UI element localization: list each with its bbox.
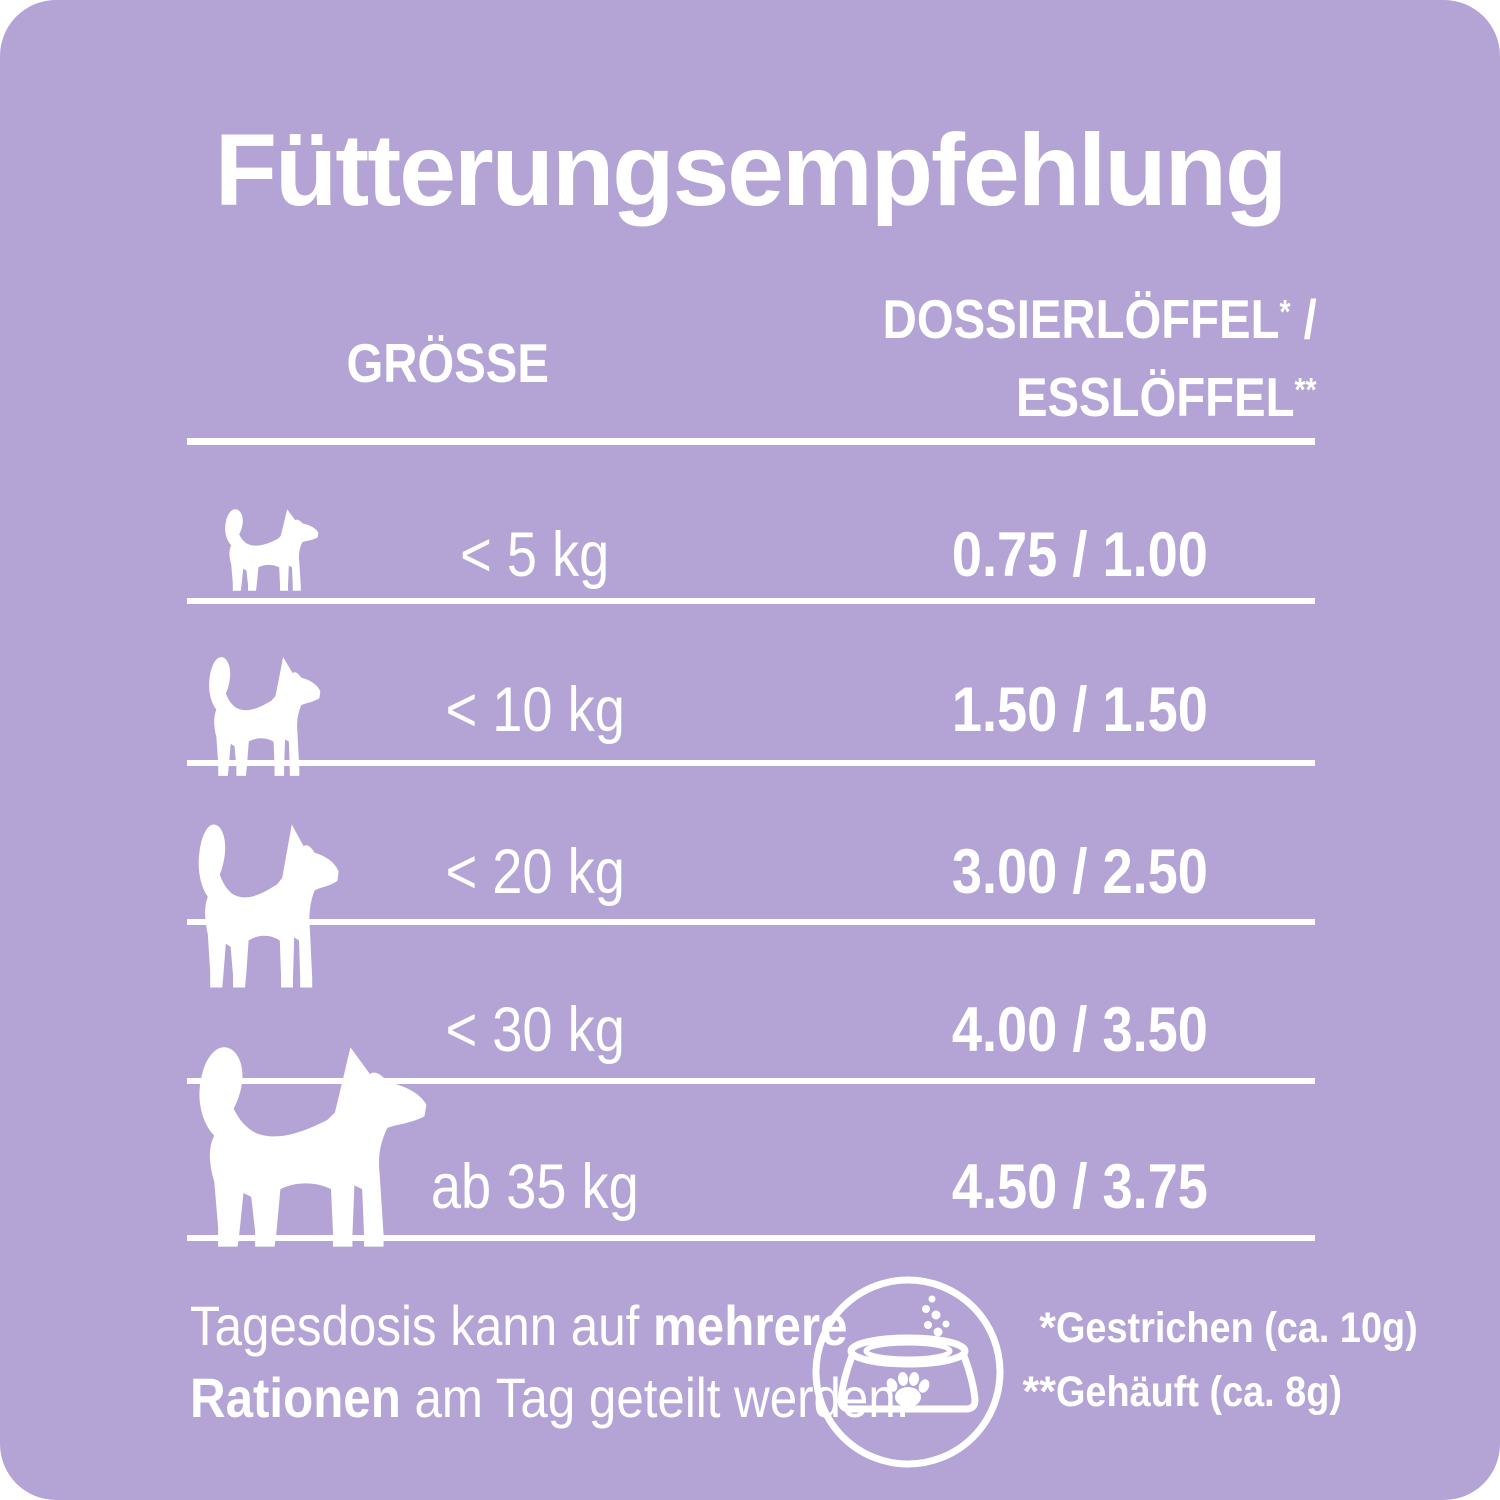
row-dose-value: 0.75 / 1.00 <box>900 519 1260 591</box>
footnote-text: Gestrichen (ca. 10g) <box>1056 1304 1418 1352</box>
dog-silhouette-m-icon <box>191 812 347 1000</box>
dog-silhouette-xl-icon <box>187 1032 440 1262</box>
asterisk-sup: * <box>1279 293 1291 331</box>
size-text: < 5 kg <box>460 520 610 590</box>
note-line1: Tagesdosis kann auf mehrere <box>190 1290 847 1362</box>
dog-bowl-icon <box>808 1272 1008 1472</box>
column-header-spoons-line1: DOSSIERLÖFFEL* / <box>883 284 1317 362</box>
asterisk-marker: * <box>1039 1304 1056 1352</box>
column-header-size-text: GRÖSSE <box>346 332 549 394</box>
dog-silhouette-xs-icon <box>220 503 324 597</box>
row-size-label: < 30 kg <box>385 994 685 1066</box>
dose-text: 0.75 / 1.00 <box>951 520 1209 590</box>
row-dose-value: 4.00 / 3.50 <box>900 994 1260 1066</box>
page-title-text: Fütterungsempfehlung <box>214 113 1288 227</box>
size-text: < 10 kg <box>445 675 625 745</box>
dose-text: 3.00 / 2.50 <box>951 837 1209 907</box>
dossierloeffel-text: DOSSIERLÖFFEL <box>882 288 1280 350</box>
row-divider <box>187 1235 1315 1241</box>
row-divider <box>187 760 1315 766</box>
dose-text: 1.50 / 1.50 <box>951 675 1209 745</box>
row-divider <box>187 1078 1315 1084</box>
size-text: < 20 kg <box>445 837 625 907</box>
column-header-spoons: DOSSIERLÖFFEL* / ESSLÖFFEL** <box>812 284 1317 440</box>
row-dose-value: 3.00 / 2.50 <box>900 836 1260 908</box>
double-asterisk-sup: ** <box>1294 371 1317 409</box>
row-size-label: < 20 kg <box>385 836 685 908</box>
page-title: Fütterungsempfehlung <box>0 112 1500 229</box>
row-size-label: ab 35 kg <box>385 1151 685 1223</box>
column-header-spoons-line2: ESSLÖFFEL** <box>1016 362 1317 440</box>
row-dose-value: 4.50 / 3.75 <box>900 1151 1260 1223</box>
essloeffel-text: ESSLÖFFEL <box>1016 366 1295 428</box>
footnote-gehaeuft: ** Gehäuft (ca. 8g) <box>1008 1366 1381 1418</box>
row-divider <box>187 919 1315 925</box>
column-header-size: GRÖSSE <box>330 328 550 398</box>
row-size-label: < 5 kg <box>385 519 685 591</box>
dog-silhouette-s-icon <box>203 648 327 785</box>
row-dose-value: 1.50 / 1.50 <box>900 674 1260 746</box>
dose-text: 4.00 / 3.50 <box>951 995 1209 1065</box>
header-divider <box>187 438 1315 445</box>
size-text: < 30 kg <box>445 995 625 1065</box>
slash-text: / <box>1290 288 1317 350</box>
double-asterisk-marker: ** <box>1022 1368 1056 1416</box>
size-text: ab 35 kg <box>431 1152 639 1222</box>
note-bold-text: Rationen <box>190 1366 401 1429</box>
note-bold-text: mehrere <box>652 1294 848 1357</box>
note-line2: Rationen am Tag geteilt werden. <box>190 1362 909 1434</box>
row-size-label: < 10 kg <box>385 674 685 746</box>
daily-dose-note: Tagesdosis kann auf mehrere Rationen am … <box>190 1290 909 1434</box>
note-text: Tagesdosis kann auf <box>190 1294 653 1357</box>
footnote-text: Gehäuft (ca. 8g) <box>1056 1368 1342 1416</box>
footnote-gestrichen: * Gestrichen (ca. 10g) <box>1008 1302 1467 1354</box>
row-divider <box>187 598 1315 604</box>
dose-text: 4.50 / 3.75 <box>951 1152 1209 1222</box>
